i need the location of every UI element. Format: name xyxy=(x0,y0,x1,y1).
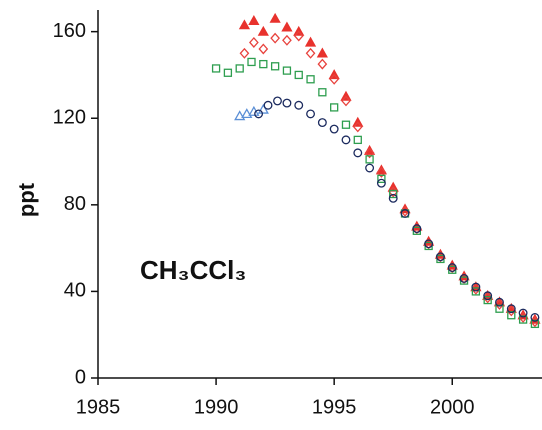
data-point xyxy=(341,95,351,107)
data-point xyxy=(341,120,351,129)
data-point xyxy=(259,59,268,69)
data-point xyxy=(471,282,481,292)
data-point xyxy=(530,319,540,329)
data-point xyxy=(258,43,269,55)
data-point xyxy=(447,263,457,273)
data-point xyxy=(304,36,317,47)
data-point xyxy=(269,12,281,23)
data-point xyxy=(506,305,517,317)
data-point xyxy=(352,121,363,133)
data-point xyxy=(376,166,387,178)
data-point xyxy=(424,239,434,249)
data-point xyxy=(257,25,269,36)
data-point xyxy=(238,19,251,30)
y-tick-label: 40 xyxy=(64,280,86,302)
data-point xyxy=(270,62,280,71)
data-point xyxy=(495,304,504,313)
data-point xyxy=(483,295,492,305)
data-point xyxy=(400,209,410,218)
data-point xyxy=(318,88,327,97)
data-point xyxy=(364,147,375,159)
data-point xyxy=(234,110,246,121)
data-point xyxy=(249,36,259,48)
data-point xyxy=(235,64,244,73)
data-point xyxy=(412,224,422,234)
data-point xyxy=(294,70,303,80)
data-point xyxy=(507,311,516,320)
data-point xyxy=(329,124,339,134)
data-point xyxy=(239,47,250,59)
data-point xyxy=(530,312,540,322)
data-point xyxy=(389,189,398,199)
data-point xyxy=(317,118,327,128)
data-point xyxy=(365,163,375,173)
data-point xyxy=(353,135,362,145)
data-point xyxy=(281,21,293,32)
data-point xyxy=(294,100,304,110)
data-point xyxy=(377,174,386,183)
y-tick-label: 0 xyxy=(75,366,86,388)
data-point xyxy=(459,273,469,283)
data-point xyxy=(376,178,386,188)
data-point xyxy=(317,58,328,70)
data-point xyxy=(248,105,260,116)
data-point xyxy=(247,57,256,67)
data-point xyxy=(273,96,282,106)
data-point xyxy=(329,73,340,85)
data-point xyxy=(518,308,528,318)
y-tick-label: 160 xyxy=(53,20,86,42)
data-point xyxy=(305,47,316,59)
x-tick-label: 1995 xyxy=(312,396,357,418)
data-point xyxy=(282,98,292,108)
annotation: CH₃CCl₃ xyxy=(140,255,246,285)
data-point xyxy=(257,103,269,114)
data-point xyxy=(263,100,273,110)
data-point xyxy=(435,252,445,262)
data-point xyxy=(494,298,505,310)
data-point xyxy=(506,304,516,314)
data-point xyxy=(248,14,260,25)
data-point xyxy=(241,108,253,119)
data-point xyxy=(341,135,351,145)
y-tick-label: 120 xyxy=(53,107,86,129)
data-point xyxy=(293,30,304,42)
x-tick-label: 1985 xyxy=(76,396,121,418)
x-tick-label: 2000 xyxy=(430,396,475,418)
data-point xyxy=(282,34,292,46)
data-point xyxy=(211,64,221,73)
data-point xyxy=(353,148,363,158)
data-point xyxy=(254,109,264,119)
data-point xyxy=(388,193,398,203)
y-tick-label: 80 xyxy=(64,193,86,215)
x-tick-label: 1990 xyxy=(194,396,239,418)
data-point xyxy=(316,47,328,58)
data-point xyxy=(223,68,233,77)
data-point xyxy=(495,297,504,307)
data-point xyxy=(282,66,292,75)
y-axis-label: ppt xyxy=(14,182,39,217)
data-point xyxy=(471,287,481,296)
data-point xyxy=(330,103,339,112)
data-point xyxy=(306,109,316,119)
data-point xyxy=(270,32,280,44)
data-point xyxy=(365,155,374,164)
data-point xyxy=(483,291,493,301)
data-point xyxy=(306,75,315,84)
data-point xyxy=(518,315,528,324)
